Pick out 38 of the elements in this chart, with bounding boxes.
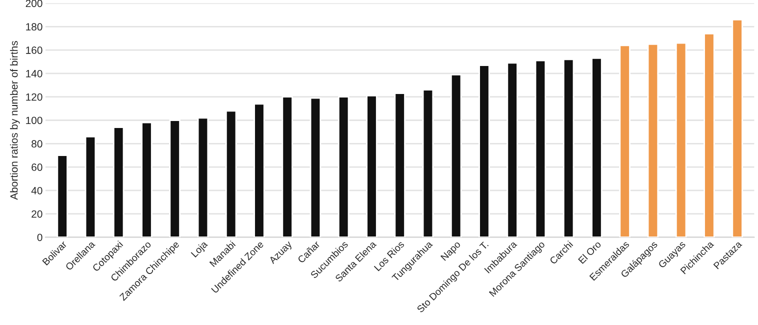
bar [704, 32, 715, 238]
bar [169, 120, 180, 238]
y-tick-label: 140 [26, 70, 42, 78]
y-tick-label: 160 [26, 46, 42, 54]
bar [506, 62, 518, 238]
bar [591, 58, 602, 238]
y-tick-label: 120 [26, 93, 42, 101]
y-tick-label: 20 [32, 210, 42, 218]
x-tick-label: Loja [190, 240, 210, 259]
bar [534, 60, 546, 238]
bar [394, 92, 406, 238]
bar [422, 89, 434, 238]
bar [56, 154, 68, 238]
bar [254, 103, 265, 238]
bar [141, 122, 152, 238]
y-tick-label: 80 [32, 140, 42, 148]
bar [338, 96, 350, 238]
bar [450, 74, 462, 238]
bar [366, 94, 378, 238]
bar [310, 97, 322, 238]
bar [732, 18, 743, 238]
bar [478, 64, 490, 238]
bar [225, 110, 237, 238]
y-tick-label: 200 [26, 0, 42, 8]
bar [197, 117, 209, 238]
y-tick-label: 100 [26, 116, 42, 124]
bar [675, 42, 687, 238]
y-tick-label: 40 [31, 186, 42, 194]
bar [84, 136, 96, 238]
y-tick-label: 0 [37, 234, 42, 242]
bar [562, 58, 574, 238]
y-tick-label: 60 [32, 164, 42, 171]
y-tick-label: 180 [26, 23, 42, 31]
bar [282, 96, 293, 238]
bar [647, 44, 659, 238]
bar [112, 126, 124, 238]
y-axis-title: Abortion ratios by number of births [10, 41, 20, 200]
bar [619, 44, 630, 238]
